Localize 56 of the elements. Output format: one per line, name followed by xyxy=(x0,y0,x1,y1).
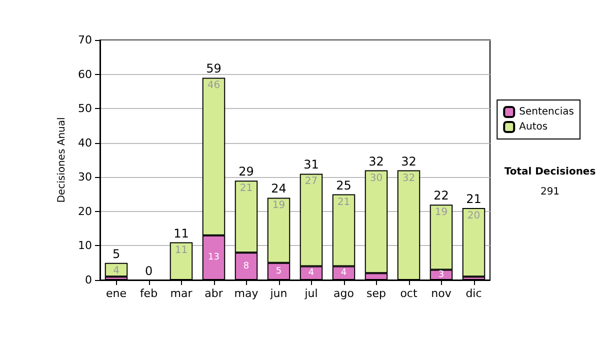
data-label: 19 xyxy=(434,207,448,218)
x-tick-label: nov xyxy=(431,287,452,300)
data-label: 8 xyxy=(243,261,250,272)
total-label: 0 xyxy=(144,264,153,278)
total-label: 5 xyxy=(112,246,120,261)
data-label: 21 xyxy=(337,196,350,208)
data-label: 3 xyxy=(438,270,444,280)
x-tick-label: sep xyxy=(366,287,386,300)
x-tick-label: dic xyxy=(466,287,482,300)
y-tick-label: 70 xyxy=(78,34,92,46)
total-label: 32 xyxy=(368,154,384,168)
x-tick-label: ene xyxy=(106,287,127,300)
legend-label: Sentencias xyxy=(519,106,574,118)
y-tick-label: 60 xyxy=(78,68,92,81)
total-label: 21 xyxy=(466,192,482,206)
data-label: 27 xyxy=(304,176,318,188)
data-label: 13 xyxy=(208,252,220,263)
bar xyxy=(104,262,128,277)
legend-label: Autos xyxy=(519,122,548,132)
data-label: 11 xyxy=(174,244,188,256)
y-tick-label: 50 xyxy=(78,102,92,116)
y-tick-label: 40 xyxy=(78,136,92,150)
data-label: 46 xyxy=(207,80,220,92)
data-label: 21 xyxy=(240,183,253,194)
total-label: 32 xyxy=(401,154,416,168)
x-tick-label: jul xyxy=(304,287,318,300)
total-label: 31 xyxy=(304,158,319,172)
data-label: 19 xyxy=(272,200,286,212)
x-tick-label: oct xyxy=(400,287,418,300)
x-tick-label: feb xyxy=(140,287,158,300)
total-label: 25 xyxy=(336,178,352,192)
text: Total Decisiones xyxy=(504,166,596,178)
x-tick-label: jun xyxy=(269,287,288,300)
y-tick-label: 30 xyxy=(78,170,92,184)
data-label: 20 xyxy=(467,210,480,222)
total-label: 11 xyxy=(174,226,189,240)
y-axis-title: Decisiones Anual xyxy=(56,117,68,203)
total-label: 22 xyxy=(434,188,449,203)
bar xyxy=(462,208,486,277)
x-tick-label: may xyxy=(234,287,259,300)
y-tick-label: 10 xyxy=(78,239,92,252)
data-label: 5 xyxy=(276,266,282,276)
y-tick-label: 20 xyxy=(78,204,92,218)
data-label: 30 xyxy=(370,172,383,184)
x-tick-label: mar xyxy=(170,287,193,300)
data-label: 4 xyxy=(340,268,347,278)
total-label: 29 xyxy=(238,164,254,179)
data-label: 4 xyxy=(113,265,120,276)
text: 291 xyxy=(540,186,560,198)
data-label: 32 xyxy=(402,172,416,184)
total-label: 59 xyxy=(206,62,222,76)
x-tick-label: abr xyxy=(204,287,224,300)
x-tick-label: ago xyxy=(334,287,354,300)
data-label: 4 xyxy=(308,268,314,278)
y-tick-label: 0 xyxy=(85,274,92,286)
total-label: 24 xyxy=(271,182,286,196)
